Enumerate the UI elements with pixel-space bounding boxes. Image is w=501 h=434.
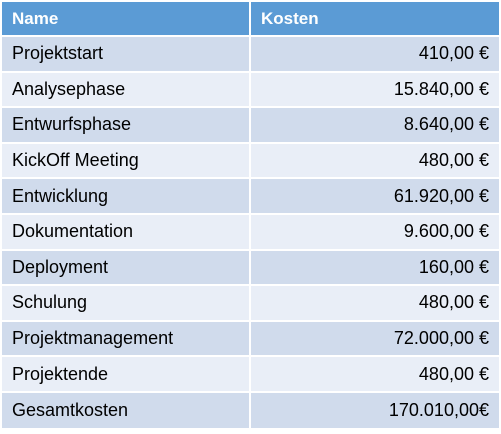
- cell-name: Entwurfsphase: [2, 106, 251, 143]
- table-body: Projektstart 410,00 € Analysephase 15.840,0…: [2, 35, 499, 428]
- cell-cost: 61.920,00 €: [250, 177, 499, 214]
- table-row: Analysephase 15.840,00 €: [2, 70, 499, 108]
- table-row: Projektende 480,00 €: [2, 355, 499, 392]
- cell-cost: 480,00 €: [250, 355, 499, 392]
- cell-name: Projektende: [2, 355, 251, 392]
- cell-cost: 480,00 €: [250, 141, 499, 179]
- cell-name: Schulung: [2, 284, 251, 321]
- cell-name: Deployment: [2, 248, 251, 286]
- table-row: Entwurfsphase 8.640,00 €: [2, 106, 499, 143]
- cell-name: Dokumentation: [2, 212, 251, 250]
- table-row: Gesamtkosten 170.010,00€: [2, 390, 499, 428]
- cell-cost: 160,00 €: [250, 248, 499, 286]
- table-row: Projektstart 410,00 €: [2, 35, 499, 72]
- column-header-cost: Kosten: [250, 2, 499, 36]
- cell-name: Projektstart: [2, 35, 251, 72]
- cell-name: Entwicklung: [2, 177, 251, 214]
- cell-cost: 72.000,00 €: [250, 319, 499, 357]
- column-header-name: Name: [2, 2, 251, 36]
- cost-table-container: Name Kosten Projektstart 410,00 € Analysep…: [2, 2, 499, 428]
- table-row: Dokumentation 9.600,00 €: [2, 212, 499, 250]
- cell-name: Gesamtkosten: [2, 390, 251, 428]
- cell-cost: 410,00 €: [250, 35, 499, 72]
- cell-cost: 15.840,00 €: [250, 70, 499, 108]
- table-row: Schulung 480,00 €: [2, 284, 499, 321]
- cell-name: Analysephase: [2, 70, 251, 108]
- table-row: KickOff Meeting 480,00 €: [2, 141, 499, 179]
- cost-table: Name Kosten Projektstart 410,00 € Analysep…: [2, 2, 499, 428]
- table-row: Entwicklung 61.920,00 €: [2, 177, 499, 214]
- cell-name: KickOff Meeting: [2, 141, 251, 179]
- cell-cost: 480,00 €: [250, 284, 499, 321]
- cell-cost: 9.600,00 €: [250, 212, 499, 250]
- cell-cost: 8.640,00 €: [250, 106, 499, 143]
- cell-cost: 170.010,00€: [250, 390, 499, 428]
- cell-name: Projektmanagement: [2, 319, 251, 357]
- table-row: Deployment 160,00 €: [2, 248, 499, 286]
- table-row: Projektmanagement 72.000,00 €: [2, 319, 499, 357]
- table-header-row: Name Kosten: [2, 2, 499, 36]
